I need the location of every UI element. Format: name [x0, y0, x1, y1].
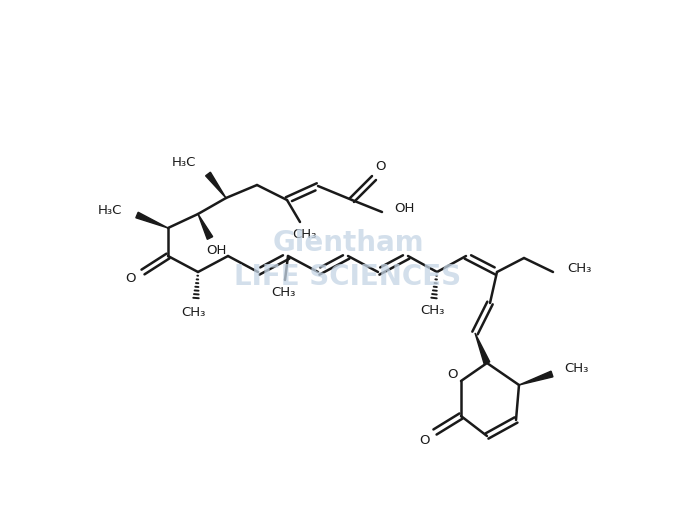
Polygon shape — [136, 212, 168, 228]
Polygon shape — [475, 333, 490, 364]
Text: CH₃: CH₃ — [181, 305, 205, 318]
Text: CH₃: CH₃ — [292, 228, 316, 240]
Text: CH₃: CH₃ — [420, 305, 444, 318]
Text: H₃C: H₃C — [97, 203, 122, 216]
Text: CH₃: CH₃ — [567, 262, 592, 275]
Text: O: O — [125, 271, 135, 284]
Text: OH: OH — [206, 243, 226, 256]
Text: H₃C: H₃C — [172, 157, 196, 170]
Text: Glentham
LIFE SCIENCES: Glentham LIFE SCIENCES — [235, 229, 461, 291]
Text: O: O — [447, 369, 457, 382]
Text: O: O — [419, 434, 429, 447]
Polygon shape — [519, 371, 553, 385]
Text: OH: OH — [394, 201, 414, 214]
Polygon shape — [198, 214, 213, 239]
Polygon shape — [205, 172, 226, 198]
Text: CH₃: CH₃ — [271, 287, 295, 300]
Text: O: O — [374, 160, 386, 173]
Text: CH₃: CH₃ — [564, 361, 588, 374]
